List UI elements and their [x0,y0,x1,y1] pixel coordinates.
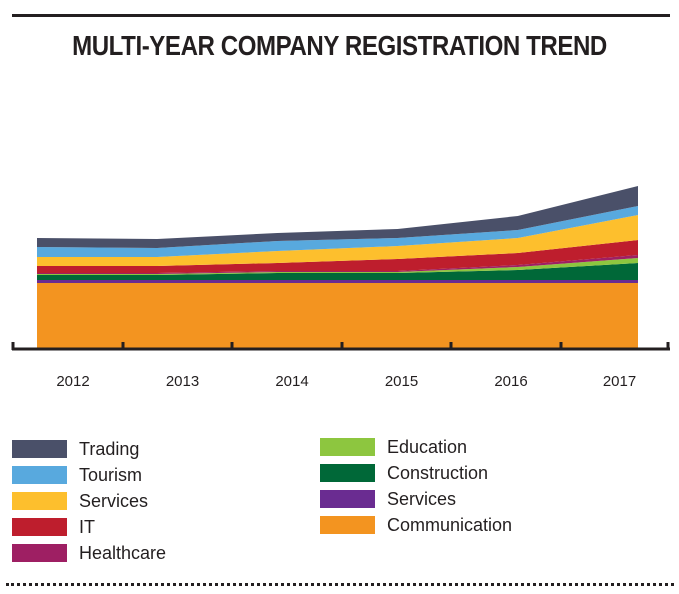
x-tick-label: 2017 [603,373,636,390]
area-series-services-1 [37,280,638,283]
area-series-tourism-7 [37,206,638,257]
legend-item: Healthcare [12,542,166,564]
area-series-communication-0 [37,283,638,349]
legend-label: Healthcare [79,542,167,563]
legend-label: Trading [79,438,140,459]
legend-swatch [12,492,67,510]
legend-label: Education [387,436,468,457]
legend-label: Services [387,488,457,509]
legend-swatch [12,518,67,536]
legend-label: Tourism [79,464,143,485]
legend-label: Construction [387,462,489,483]
bottom-rule [6,583,674,586]
chart-title: MULTI-YEAR COMPANY REGISTRATION TREND [72,30,607,61]
top-rule [12,14,670,17]
legend-swatch [12,544,67,562]
legend-swatch [12,466,67,484]
legend-swatch [320,464,375,482]
legend-label: Services [79,490,149,511]
legend-item: Communication [320,514,512,536]
area-series-construction-2 [37,263,638,280]
area-chart: 2012 2013 2014 2015 2016 2017 [11,186,670,390]
legend-swatch [320,516,375,534]
x-tick-label: 2012 [56,373,89,390]
legend-item: Services [12,490,148,512]
x-tick-label: 2013 [166,373,199,390]
legend-swatch [320,490,375,508]
x-tick-label: 2016 [494,373,527,390]
area-series-it-5 [37,240,638,273]
legend-item: Tourism [12,464,142,486]
legend-swatch [320,438,375,456]
legend-item: IT [12,516,95,538]
legend-swatch [12,440,67,458]
legend-item: Services [320,488,456,510]
legend-item: Construction [320,462,488,484]
x-tick-label: 2014 [275,373,308,390]
legend-item: Trading [12,438,139,460]
legend-label: IT [79,516,95,537]
area-series-trading-8 [37,186,638,248]
area-series-services-6 [37,215,638,266]
legend-label: Communication [387,514,513,535]
x-tick-label: 2015 [385,373,418,390]
legend-item: Education [320,436,467,458]
